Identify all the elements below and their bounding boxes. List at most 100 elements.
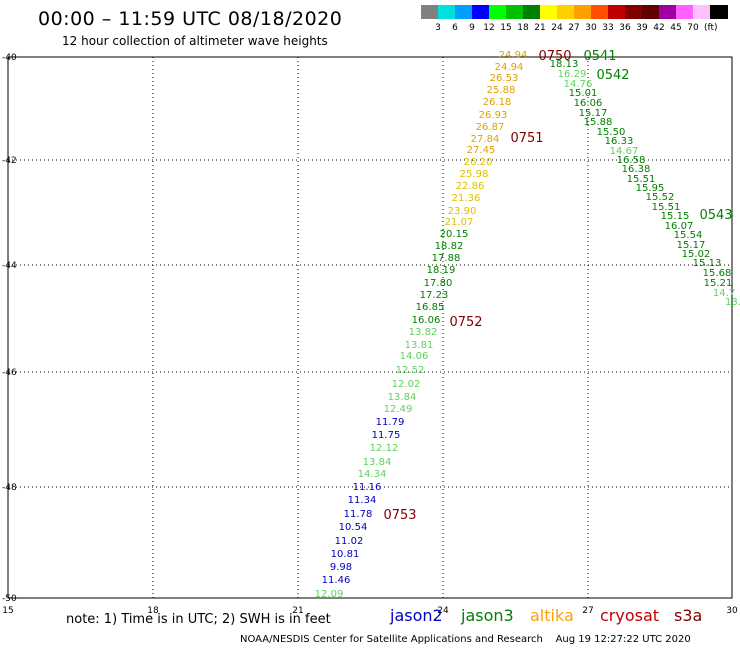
wave-height-label: 24.94	[499, 50, 528, 61]
note-text: note: 1) Time is in UTC; 2) SWH is in fe…	[66, 612, 331, 627]
y-axis-ticks: -40 -42 -44 -46 -48 -50	[2, 53, 17, 604]
wave-height-label: 26.20	[464, 157, 493, 168]
wave-height-label: 15.51	[652, 202, 681, 213]
wave-height-label: 14.7	[713, 288, 735, 299]
legend-label: 39	[636, 23, 648, 33]
wave-height-label: 26.18	[483, 97, 512, 108]
legend-swatch	[438, 5, 456, 19]
gridlines	[8, 57, 732, 598]
legend-label: 27	[568, 23, 580, 33]
wave-height-label: 13.82	[409, 327, 438, 338]
legend-swatch	[642, 5, 660, 19]
track-labels: 0750 0541 0542 0751 0543 0752 0753	[383, 49, 732, 523]
wave-height-label: 16.58	[617, 155, 646, 166]
wave-height-label: 17.88	[432, 253, 461, 264]
legend-swatch	[472, 5, 490, 19]
wave-height-label: 16.07	[665, 221, 694, 232]
wave-height-label: 15.21	[704, 278, 733, 289]
pass-time-label: 0541	[583, 49, 616, 64]
wave-height-label: 11.34	[348, 495, 377, 506]
wave-height-label: 15.54	[674, 230, 703, 241]
legend-label: 15	[500, 23, 512, 33]
wave-height-label: 15.88	[584, 117, 613, 128]
wave-height-label: 17.23	[420, 290, 449, 301]
wave-height-label: 27.84	[471, 134, 500, 145]
map-title: 00:00 – 11:59 UTC 08/18/2020	[38, 8, 343, 30]
wave-height-label: 16.06	[412, 315, 441, 326]
y-tick-label: -44	[2, 261, 17, 271]
legend-label: 21	[534, 23, 546, 33]
wave-height-label: 13.81	[405, 340, 434, 351]
legend-label: 36	[619, 23, 631, 33]
wave-height-label: 16.33	[605, 136, 634, 147]
legend-swatch	[455, 5, 473, 19]
wave-height-label: 23.90	[448, 206, 477, 217]
wave-height-label: 16.85	[416, 302, 445, 313]
x-tick-label: 18	[147, 606, 159, 616]
wave-height-label: 14.06	[400, 351, 429, 362]
wave-height-label: 14.67	[610, 146, 639, 157]
wave-height-label: 21.07	[445, 217, 474, 228]
satellite-name: s3a	[674, 606, 703, 625]
map-subtitle: 12 hour collection of altimeter wave hei…	[62, 34, 328, 48]
wave-height-label: 15.52	[646, 192, 675, 203]
satellite-name: cryosat	[600, 606, 660, 625]
wave-height-label: 18.19	[427, 265, 456, 276]
wave-height-label: 26.87	[476, 122, 505, 133]
wave-height-label: 9.98	[330, 562, 352, 573]
wave-height-label: 13.84	[363, 457, 392, 468]
wave-height-label: 18.82	[435, 241, 464, 252]
legend-swatch	[523, 5, 541, 19]
wave-height-label: 12.12	[370, 443, 399, 454]
y-tick-label: -46	[2, 368, 17, 378]
legend-swatch	[557, 5, 575, 19]
satellite-name: jason3	[461, 606, 514, 625]
wave-height-label: 25.98	[460, 169, 489, 180]
wave-height-label: 13.84	[388, 392, 417, 403]
wave-height-label: 27.45	[467, 145, 496, 156]
wave-height-label: 13.	[725, 297, 740, 308]
wave-height-label: 14.76	[564, 79, 593, 90]
x-axis-ticks: 15 18 21 24 27 30	[2, 606, 738, 616]
wave-height-label: 16.06	[574, 98, 603, 109]
wave-height-label: 10.81	[331, 549, 360, 560]
legend-swatch	[489, 5, 507, 19]
wave-height-label: 15.17	[579, 108, 608, 119]
legend-label: 18	[517, 23, 529, 33]
legend-label: 42	[653, 23, 665, 33]
wave-height-label: 16.38	[622, 164, 651, 175]
wave-height-label: 25.88	[487, 85, 516, 96]
legend-swatch	[676, 5, 694, 19]
wave-height-label: 15.17	[677, 240, 706, 251]
wave-height-label: 22.86	[456, 181, 485, 192]
plot-frame	[7, 56, 733, 599]
legend-swatch	[574, 5, 592, 19]
wave-height-label: 26.93	[479, 110, 508, 121]
wave-height-label: 20.15	[440, 229, 469, 240]
y-tick-label: -48	[2, 483, 17, 493]
wave-height-label: 11.02	[335, 536, 364, 547]
wave-height-label: 15.15	[661, 211, 690, 222]
x-tick-label: 21	[292, 606, 303, 616]
pass-time-label: 0752	[449, 315, 482, 330]
legend-swatch	[591, 5, 609, 19]
wave-height-label: 15.51	[627, 174, 656, 185]
wave-height-label: 18.13	[550, 59, 579, 70]
y-tick-label: -42	[2, 156, 17, 166]
wave-height-label: 15.13	[693, 258, 722, 269]
wave-height-label: 12.09	[315, 589, 344, 600]
wave-height-label: 15.01	[569, 88, 598, 99]
legend-swatch	[693, 5, 711, 19]
legend-swatch	[540, 5, 558, 19]
legend-swatch	[710, 5, 728, 19]
satellite-name: altika	[530, 606, 574, 625]
pass-time-label: 0753	[383, 508, 416, 523]
legend-label: 12	[483, 23, 495, 33]
pass-time-label: 0542	[596, 68, 629, 83]
wave-height-label: 11.75	[372, 430, 401, 441]
wave-height-label: 14.34	[358, 469, 387, 480]
wave-height-label: 17.80	[424, 278, 453, 289]
legend-label: 6	[452, 23, 458, 33]
legend-swatch	[421, 5, 439, 19]
